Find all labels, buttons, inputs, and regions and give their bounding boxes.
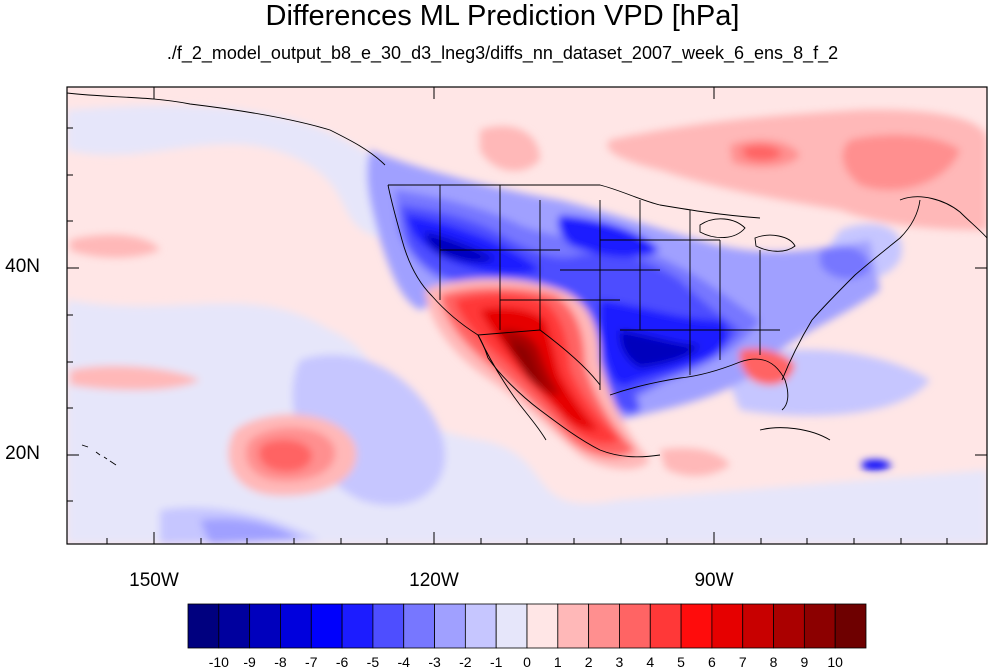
colorbar-label: 8 [769, 654, 778, 670]
colorbar-swatch [834, 603, 867, 649]
axis-ticks [67, 87, 987, 544]
difference-field [67, 105, 987, 544]
field-patch [200, 518, 300, 544]
field-patch [742, 145, 782, 161]
canada-border [388, 184, 761, 219]
colorbar-swatch [495, 603, 528, 649]
field-patch [610, 380, 640, 414]
lon-minor-ticks [106, 538, 948, 544]
colorbar-label: 7 [738, 654, 747, 670]
colorbar-label: -10 [208, 654, 229, 670]
colorbar-swatch [803, 603, 836, 649]
colorbar-label: 3 [615, 654, 624, 670]
colorbar-label: 1 [553, 654, 562, 670]
mexico-coast [487, 357, 661, 458]
colorbar-label: -2 [459, 654, 472, 670]
colorbar-label: -9 [243, 654, 256, 670]
colorbar-swatch [557, 603, 590, 649]
colorbar-label: 2 [584, 654, 593, 670]
lat-label-20n: 20N [5, 443, 40, 464]
great-lakes [699, 218, 796, 252]
lon-label-120w: 120W [409, 570, 459, 591]
field-patch [480, 126, 540, 171]
alaska-coast [67, 92, 386, 166]
coastlines [67, 92, 987, 466]
field-patch [739, 348, 795, 385]
lon-label-150w: 150W [129, 570, 179, 591]
colorbar-label: 6 [708, 654, 716, 670]
colorbar-label: 0 [523, 654, 531, 670]
colorbar-label: -3 [428, 654, 441, 670]
colorbar-swatch [341, 603, 374, 649]
colorbar-label: -6 [335, 654, 349, 670]
colorbar-swatch [680, 603, 713, 649]
field-patch [258, 439, 312, 472]
colorbar-label: -7 [305, 654, 318, 670]
colorbar-swatch [249, 603, 281, 649]
field-patch [619, 330, 700, 368]
field-patch [405, 215, 540, 275]
colorbar-swatch [372, 603, 405, 649]
colorbar-label: 5 [677, 654, 685, 670]
east-coast [781, 199, 921, 381]
colorbar-label: -1 [489, 654, 503, 670]
field-patch [424, 232, 495, 263]
colorbar-swatch [310, 603, 343, 649]
lat-label-40n: 40N [5, 256, 40, 277]
baja-coast [477, 334, 547, 441]
field-patch [660, 448, 730, 476]
colorbar-swatch [403, 603, 435, 649]
colorbar-label: 9 [800, 654, 809, 670]
cuba-coast [759, 427, 831, 441]
map-subtitle: ./f_2_model_output_b8_e_30_d3_lneg3/diff… [166, 43, 839, 63]
colorbar-swatch [649, 603, 682, 649]
hawaii-islands [81, 444, 117, 466]
colorbar-swatch [711, 603, 744, 649]
colorbar-label: 4 [646, 654, 655, 670]
field-patch [558, 215, 660, 258]
field-patch [70, 234, 160, 258]
colorbar-label: -8 [274, 654, 287, 670]
colorbar-swatch [773, 603, 805, 649]
state-line [439, 185, 780, 390]
lon-major-ticks [153, 87, 715, 544]
lat-major-ticks [67, 267, 987, 456]
colorbar-swatch [280, 603, 312, 649]
canada-east-coast [899, 196, 987, 239]
colorbar-swatch [588, 603, 620, 649]
colorbar-swatch [464, 603, 497, 649]
colorbar-swatch [434, 603, 466, 649]
mexico-border [477, 329, 601, 386]
colorbar-swatch [526, 603, 559, 649]
field-patch [862, 459, 892, 471]
lon-label-90w: 90W [694, 570, 734, 591]
lat-minor-ticks [67, 127, 73, 502]
field-patch [67, 105, 390, 240]
map-title: Differences ML Prediction VPD [hPa] [265, 0, 740, 32]
colorbar [187, 603, 867, 649]
colorbar-swatch [619, 603, 651, 649]
colorbar-swatch [187, 603, 220, 649]
field-patch [510, 342, 543, 387]
colorbar-label: -5 [366, 654, 380, 670]
gulf-coast [609, 358, 789, 411]
colorbar-swatch [218, 603, 251, 649]
colorbar-label: -4 [397, 654, 410, 670]
colorbar-swatch [742, 603, 774, 649]
field-patch [820, 246, 870, 280]
colorbar-label: 10 [827, 654, 843, 670]
field-patch [842, 134, 960, 191]
field-patch [70, 365, 200, 390]
map-plot-area [67, 87, 987, 544]
